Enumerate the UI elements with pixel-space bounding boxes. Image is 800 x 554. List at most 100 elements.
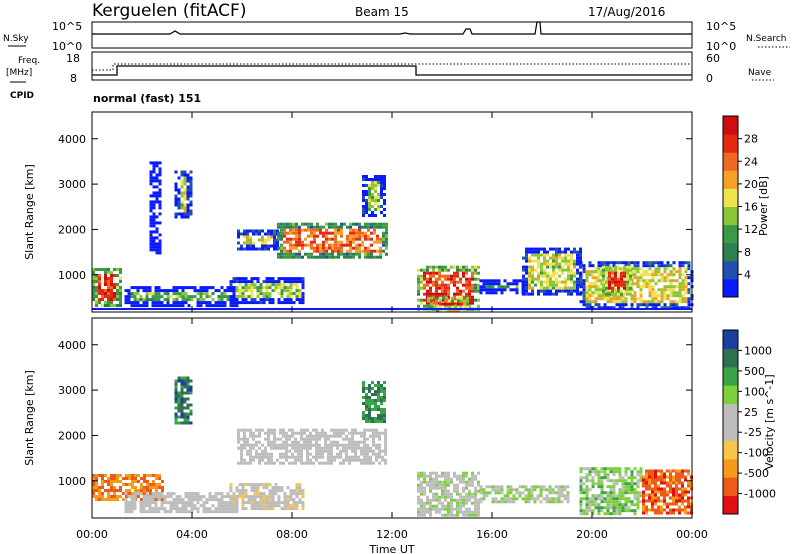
heatmap-cell: [262, 507, 266, 511]
heatmap-cell: [361, 243, 364, 247]
heatmap-cell: [588, 291, 592, 295]
heatmap-cell: [334, 228, 337, 232]
heatmap-cell: [154, 289, 158, 293]
heatmap-cell: [208, 507, 212, 511]
heatmap-cell: [208, 286, 212, 290]
heatmap-cell: [142, 507, 146, 511]
heatmap-cell: [183, 209, 187, 213]
heatmap-cell: [372, 428, 375, 432]
heatmap-cell: [645, 499, 648, 503]
heatmap-cell: [522, 268, 525, 272]
heatmap-cell: [365, 205, 368, 208]
heatmap-cell: [459, 498, 462, 502]
heatmap-cell: [600, 497, 604, 501]
heatmap-cell: [678, 294, 682, 298]
heatmap-cell: [678, 496, 681, 500]
heatmap-cell: [542, 497, 546, 501]
heatmap-cell: [438, 274, 441, 278]
heatmap-cell: [92, 280, 95, 283]
heatmap-cell: [612, 491, 616, 495]
heatmap-cell: [660, 469, 663, 473]
heatmap-cell: [678, 511, 681, 515]
heatmap-cell: [240, 232, 243, 236]
heatmap-cell: [608, 274, 611, 278]
heatmap-cell: [420, 280, 423, 284]
heatmap-cell: [597, 512, 601, 516]
heatmap-cell: [295, 240, 298, 244]
heatmap-cell: [273, 437, 276, 441]
heatmap-cell: [363, 440, 366, 444]
heatmap-cell: [663, 490, 666, 494]
heatmap-cell: [148, 498, 152, 502]
heatmap-cell: [663, 478, 666, 482]
heatmap-cell: [494, 491, 498, 495]
heatmap-cell: [283, 255, 286, 259]
heatmap-cell: [436, 305, 439, 309]
heatmap-cell: [420, 298, 423, 302]
heatmap-cell: [525, 265, 528, 269]
heatmap-cell: [220, 301, 224, 305]
heatmap-cell: [438, 292, 441, 296]
heatmap-cell: [348, 437, 351, 441]
heatmap-cell: [273, 232, 276, 236]
heatmap-cell: [155, 251, 159, 255]
heatmap-cell: [116, 489, 119, 492]
heatmap-cell: [618, 497, 622, 501]
heatmap-cell: [608, 283, 611, 287]
heatmap-cell: [477, 471, 480, 475]
heatmap-cell: [678, 264, 682, 268]
heatmap-cell: [684, 499, 687, 503]
heatmap-cell: [530, 491, 534, 495]
heatmap-cell: [623, 274, 626, 278]
heatmap-cell: [306, 449, 309, 453]
heatmap-cell: [280, 292, 284, 296]
heatmap-cell: [380, 387, 383, 390]
heatmap-cell: [384, 434, 387, 438]
heatmap-cell: [435, 289, 438, 293]
heatmap-cell: [160, 301, 164, 305]
heatmap-cell: [149, 224, 153, 228]
heatmap-cell: [174, 412, 178, 416]
heatmap-cell: [355, 234, 358, 238]
heatmap-cell: [303, 428, 306, 432]
heatmap-cell: [177, 212, 181, 216]
heatmap-cell: [648, 472, 651, 476]
heatmap-cell: [681, 502, 684, 506]
heatmap-cell: [184, 292, 188, 296]
heatmap-cell: [555, 250, 558, 254]
heatmap-cell: [624, 303, 628, 307]
heatmap-cell: [291, 434, 294, 438]
heatmap-cell: [479, 285, 483, 289]
heatmap-cell: [187, 498, 191, 502]
heatmap-cell: [119, 292, 122, 295]
heatmap-cell: [666, 493, 669, 497]
heatmap-cell: [380, 211, 383, 214]
heatmap-cell: [184, 301, 188, 305]
heatmap-cell: [648, 279, 652, 283]
heatmap-cell: [286, 504, 290, 508]
heatmap-cell: [189, 179, 193, 183]
heatmap-cell: [488, 291, 492, 295]
heatmap-cell: [145, 304, 149, 308]
heatmap-cell: [107, 286, 110, 289]
heatmap-cell: [633, 488, 637, 492]
heatmap-cell: [280, 249, 283, 253]
heatmap-cell: [124, 295, 128, 299]
heatmap-cell: [134, 486, 137, 489]
heatmap-cell: [264, 452, 267, 456]
heatmap-cell: [368, 214, 371, 217]
heatmap-cell: [582, 482, 586, 486]
heatmap-cell: [657, 508, 660, 512]
heatmap-cell: [654, 511, 657, 515]
heatmap-cell: [177, 409, 181, 413]
heatmap-cell: [349, 246, 352, 250]
heatmap-cell: [435, 474, 438, 478]
heatmap-cell: [363, 461, 366, 465]
heatmap-cell: [373, 228, 376, 232]
heatmap-cell: [378, 461, 381, 465]
heatmap-cell: [687, 469, 690, 473]
heatmap-cell: [597, 297, 601, 301]
heatmap-cell: [576, 283, 579, 287]
heatmap-cell: [238, 283, 242, 287]
heatmap-cell: [660, 490, 663, 494]
